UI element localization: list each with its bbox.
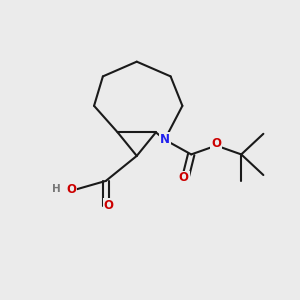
Text: N: N xyxy=(160,133,170,146)
Text: O: O xyxy=(104,200,114,212)
Text: O: O xyxy=(179,172,189,184)
Text: H: H xyxy=(52,184,61,194)
Text: O: O xyxy=(66,183,76,196)
Text: O: O xyxy=(211,137,221,150)
